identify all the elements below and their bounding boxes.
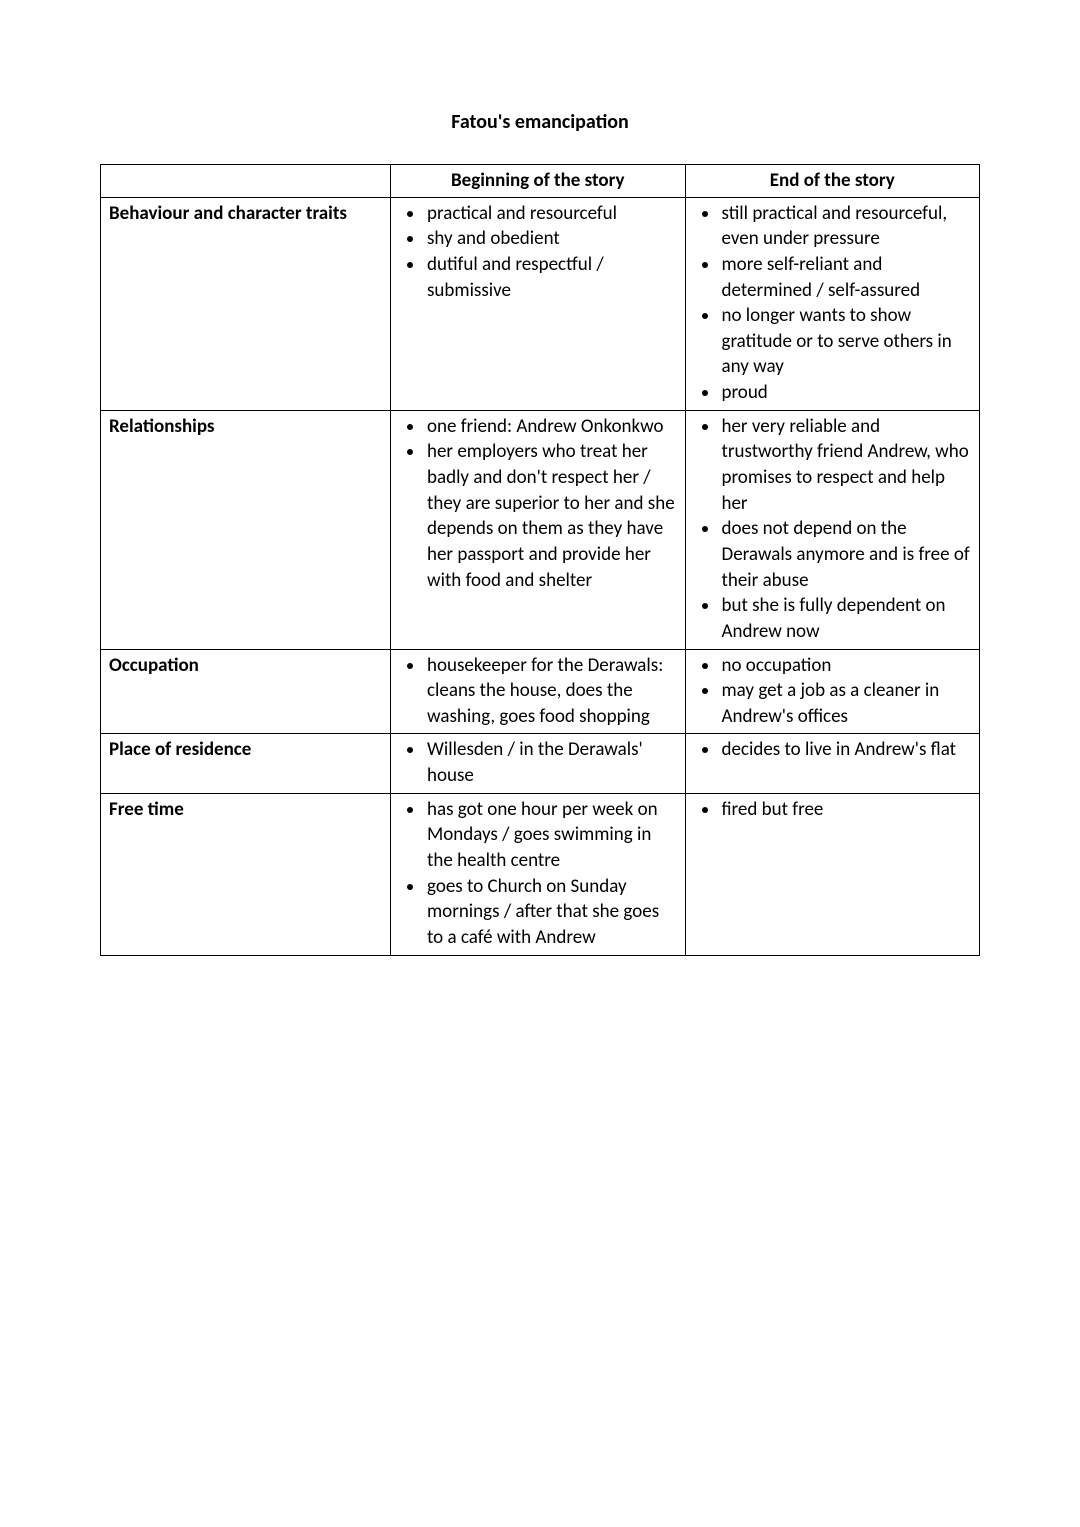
- cell-behaviour-end: still practical and resourceful, even un…: [685, 197, 980, 410]
- list-item: dutiful and respectful / submissive: [425, 252, 679, 303]
- list-item: does not depend on the Derawals anymore …: [720, 516, 974, 593]
- row-label-freetime: Free time: [101, 793, 391, 955]
- list: Willesden / in the Derawals' house: [399, 737, 679, 788]
- list-item: still practical and resourceful, even un…: [720, 201, 974, 252]
- cell-occupation-beginning: housekeeper for the Derawals: cleans the…: [391, 649, 686, 734]
- cell-residence-beginning: Willesden / in the Derawals' house: [391, 734, 686, 793]
- cell-residence-end: decides to live in Andrew's flat: [685, 734, 980, 793]
- cell-occupation-end: no occupation may get a job as a cleaner…: [685, 649, 980, 734]
- table-row: Behaviour and character traits practical…: [101, 197, 980, 410]
- row-label-residence: Place of residence: [101, 734, 391, 793]
- list-item: housekeeper for the Derawals: cleans the…: [425, 653, 679, 730]
- table-row: Place of residence Willesden / in the De…: [101, 734, 980, 793]
- table-row: Relationships one friend: Andrew Onkonkw…: [101, 410, 980, 649]
- list: one friend: Andrew Onkonkwo her employer…: [399, 414, 679, 593]
- cell-relationships-beginning: one friend: Andrew Onkonkwo her employer…: [391, 410, 686, 649]
- header-blank: [101, 165, 391, 198]
- list: still practical and resourceful, even un…: [694, 201, 974, 406]
- list: decides to live in Andrew's flat: [694, 737, 974, 763]
- cell-freetime-beginning: has got one hour per week on Mondays / g…: [391, 793, 686, 955]
- list-item: goes to Church on Sunday mornings / afte…: [425, 874, 679, 951]
- row-label-relationships: Relationships: [101, 410, 391, 649]
- list: housekeeper for the Derawals: cleans the…: [399, 653, 679, 730]
- cell-freetime-end: fired but free: [685, 793, 980, 955]
- list: her very reliable and trustworthy friend…: [694, 414, 974, 645]
- list-item: but she is fully dependent on Andrew now: [720, 593, 974, 644]
- cell-relationships-end: her very reliable and trustworthy friend…: [685, 410, 980, 649]
- table-row: Free time has got one hour per week on M…: [101, 793, 980, 955]
- list-item: practical and resourceful: [425, 201, 679, 227]
- list-item: one friend: Andrew Onkonkwo: [425, 414, 679, 440]
- list-item: her very reliable and trustworthy friend…: [720, 414, 974, 517]
- cell-behaviour-beginning: practical and resourceful shy and obedie…: [391, 197, 686, 410]
- page-title: Fatou's emancipation: [100, 110, 980, 134]
- list-item: proud: [720, 380, 974, 406]
- list-item: no occupation: [720, 653, 974, 679]
- list-item: no longer wants to show gratitude or to …: [720, 303, 974, 380]
- list-item: may get a job as a cleaner in Andrew's o…: [720, 678, 974, 729]
- list: has got one hour per week on Mondays / g…: [399, 797, 679, 951]
- row-label-occupation: Occupation: [101, 649, 391, 734]
- list-item: decides to live in Andrew's flat: [720, 737, 974, 763]
- row-label-behaviour: Behaviour and character traits: [101, 197, 391, 410]
- header-end: End of the story: [685, 165, 980, 198]
- list-item: her employers who treat her badly and do…: [425, 439, 679, 593]
- list-item: fired but free: [720, 797, 974, 823]
- page: Fatou's emancipation Beginning of the st…: [0, 0, 1080, 1527]
- list-item: shy and obedient: [425, 226, 679, 252]
- table-header-row: Beginning of the story End of the story: [101, 165, 980, 198]
- list: practical and resourceful shy and obedie…: [399, 201, 679, 304]
- list: fired but free: [694, 797, 974, 823]
- list-item: Willesden / in the Derawals' house: [425, 737, 679, 788]
- list-item: has got one hour per week on Mondays / g…: [425, 797, 679, 874]
- list: no occupation may get a job as a cleaner…: [694, 653, 974, 730]
- header-beginning: Beginning of the story: [391, 165, 686, 198]
- list-item: more self-reliant and determined / self-…: [720, 252, 974, 303]
- comparison-table: Beginning of the story End of the story …: [100, 164, 980, 956]
- table-row: Occupation housekeeper for the Derawals:…: [101, 649, 980, 734]
